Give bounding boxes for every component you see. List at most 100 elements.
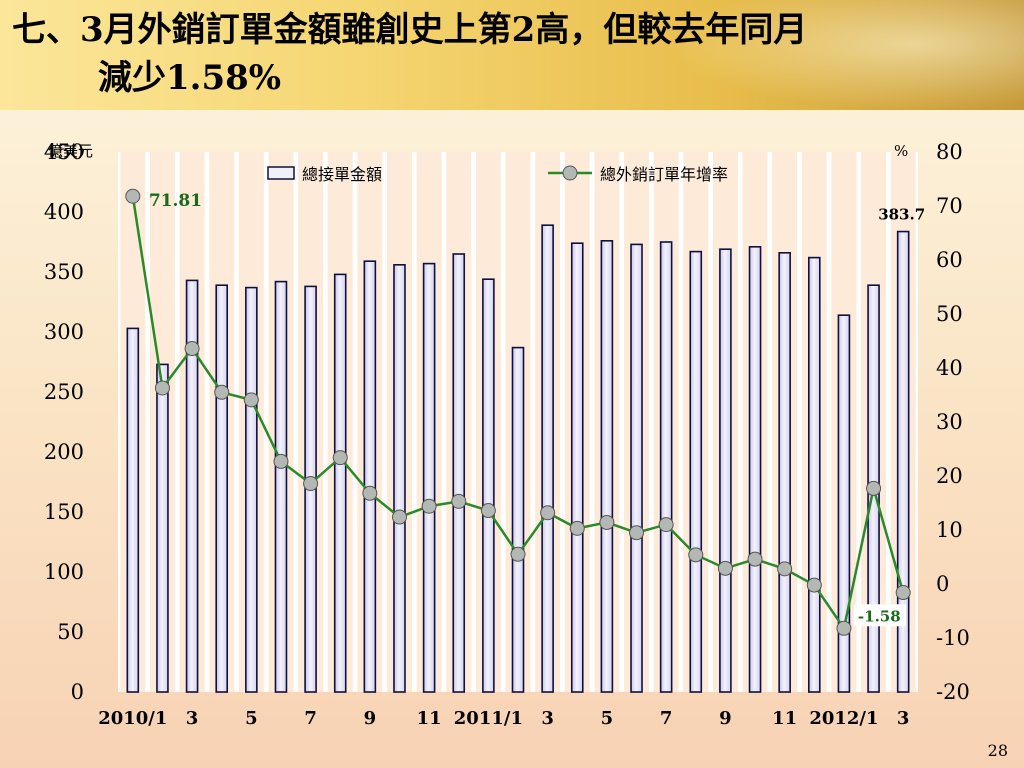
last-rate-label: -1.58	[858, 607, 901, 625]
bar	[452, 253, 466, 693]
bar	[570, 242, 584, 693]
x-tick-label: 2010/1	[98, 708, 167, 729]
line-point	[480, 503, 496, 519]
line-point	[569, 520, 585, 536]
x-tick-label: 11	[417, 708, 442, 729]
right-axis-unit: %	[894, 142, 908, 160]
line-point	[866, 480, 882, 496]
line-series	[125, 188, 911, 636]
left-axis-unit: 億美元	[48, 142, 93, 160]
left-tick-label: 100	[44, 560, 84, 584]
line-point	[510, 546, 526, 562]
line-point	[273, 453, 289, 469]
peak-rate-label: 71.81	[149, 191, 202, 211]
title-banner	[0, 0, 1024, 110]
line-point	[421, 498, 437, 514]
bar	[600, 240, 614, 693]
right-axis-ticks: -20 -10 0 10 20 30 40 50 60 70 80	[936, 140, 970, 704]
right-tick-label: 10	[936, 518, 963, 542]
bar	[185, 279, 199, 693]
line-point	[391, 509, 407, 525]
x-tick-label: 5	[601, 708, 614, 729]
line-point	[214, 384, 230, 400]
bar	[541, 224, 554, 693]
left-tick-label: 50	[57, 620, 84, 644]
left-tick-label: 150	[44, 500, 84, 524]
line-point	[806, 577, 822, 593]
page-number: 28	[987, 741, 1008, 760]
bar	[659, 241, 673, 693]
bar	[748, 246, 762, 693]
legend-bar-label: 總接單金額	[302, 165, 382, 184]
legend-line-marker	[562, 165, 578, 181]
left-axis-ticks: 0 50 100 150 200 250 300 350 400 450	[44, 140, 84, 704]
bar	[807, 256, 821, 693]
right-tick-label: 20	[936, 464, 963, 488]
line-point	[362, 485, 378, 501]
line-point	[540, 505, 556, 521]
x-tick-label: 3	[541, 708, 554, 729]
bar	[333, 273, 347, 693]
x-tick-label: 11	[772, 708, 797, 729]
x-tick-label: 9	[719, 708, 732, 729]
bar	[837, 314, 851, 693]
x-axis-ticks: 2010/1 3 5 7 9 11 2011/1 3 5 7 9 11 2012/1 3	[98, 708, 909, 729]
right-tick-label: 30	[936, 410, 963, 434]
bar	[422, 262, 436, 693]
banner-decoration	[664, 0, 1024, 110]
right-tick-label: 0	[936, 572, 949, 596]
bar	[511, 346, 525, 693]
left-tick-label: 250	[44, 380, 84, 404]
slide-title-line2: 減少1.58%	[98, 58, 282, 98]
left-tick-label: 450	[44, 140, 84, 164]
bar	[126, 327, 140, 693]
bar-series	[126, 224, 910, 693]
line-point	[658, 517, 674, 533]
line-point	[125, 188, 141, 204]
line-point	[895, 585, 911, 601]
right-tick-label: 60	[936, 248, 963, 272]
line-point	[332, 450, 348, 466]
x-tick-label: 9	[364, 708, 377, 729]
x-tick-label: 7	[304, 708, 317, 729]
line-point	[747, 551, 763, 567]
left-tick-label: 400	[44, 200, 84, 224]
line-point	[777, 561, 793, 577]
right-tick-label: -20	[936, 680, 970, 704]
data-labels: 71.81 383.7 -1.58	[149, 191, 925, 627]
legend-bar-swatch	[267, 166, 295, 180]
bar	[482, 278, 495, 693]
bar	[719, 248, 732, 693]
bar	[778, 252, 791, 693]
right-tick-label: 50	[936, 302, 963, 326]
bar	[630, 243, 643, 693]
legend-line-label: 總外銷訂單年增率	[600, 165, 728, 184]
legend: 總接單金額 總外銷訂單年增率	[267, 165, 728, 184]
line-point	[184, 341, 200, 357]
left-tick-label: 200	[44, 440, 84, 464]
line-point	[303, 476, 319, 492]
bar	[215, 284, 229, 693]
x-tick-label: 5	[245, 708, 258, 729]
line-point	[599, 514, 615, 530]
bar	[689, 250, 703, 693]
line-point	[629, 525, 645, 541]
left-tick-label: 0	[71, 680, 84, 704]
x-tick-label: 2011/1	[454, 708, 523, 729]
x-tick-label: 3	[897, 708, 910, 729]
right-tick-label: 40	[936, 356, 963, 380]
line-point	[836, 620, 852, 636]
line-point	[688, 547, 704, 563]
last-bar-label: 383.7	[878, 206, 925, 224]
left-tick-label: 300	[44, 320, 84, 344]
line-point	[243, 392, 259, 408]
x-tick-label: 3	[186, 708, 199, 729]
slide-title-line1: 七、3月外銷訂單金額雖創史上第2高，但較去年同月	[12, 10, 808, 50]
line-point	[451, 493, 467, 509]
bar	[274, 280, 288, 693]
right-tick-label: -10	[936, 626, 970, 650]
last-rate-label-box	[853, 604, 906, 627]
bar	[363, 260, 377, 693]
x-tick-label: 2012/1	[809, 708, 878, 729]
right-tick-label: 80	[936, 140, 963, 164]
